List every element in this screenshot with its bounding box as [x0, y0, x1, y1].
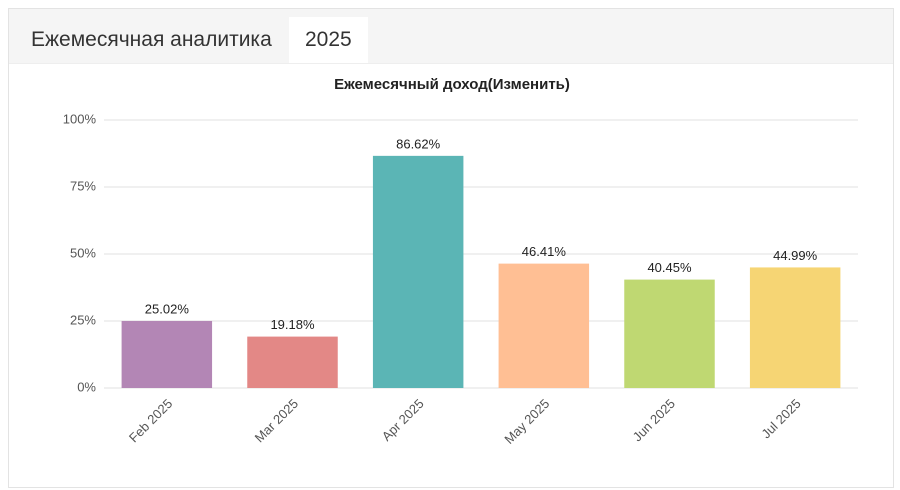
- tab-active[interactable]: 2025: [289, 17, 368, 63]
- x-tick-label: Feb 2025: [126, 396, 175, 445]
- bar: [749, 267, 841, 388]
- y-tick-label: 75%: [70, 178, 96, 193]
- bar: [247, 336, 338, 388]
- x-tick-label: Mar 2025: [252, 396, 301, 445]
- bar: [372, 155, 464, 388]
- data-label: 25.02%: [145, 301, 190, 316]
- bar: [624, 279, 715, 388]
- tab-bar: Ежемесячная аналитика 2025: [9, 9, 893, 64]
- y-tick-label: 0%: [77, 379, 96, 394]
- bar: [121, 320, 213, 388]
- data-label: 19.18%: [270, 317, 315, 332]
- x-tick-label: Jul 2025: [758, 396, 803, 441]
- tab[interactable]: Ежемесячная аналитика: [31, 28, 272, 51]
- y-tick-label: 50%: [70, 245, 96, 260]
- bar: [498, 263, 590, 388]
- data-label: 44.99%: [773, 248, 818, 263]
- data-label: 86.62%: [396, 136, 441, 151]
- data-label: 46.41%: [522, 244, 567, 259]
- x-tick-label: May 2025: [501, 396, 552, 447]
- y-tick-label: 100%: [63, 111, 97, 126]
- data-label: 40.45%: [647, 260, 692, 275]
- x-tick-label: Apr 2025: [379, 396, 427, 444]
- x-tick-label: Jun 2025: [630, 396, 678, 444]
- y-tick-label: 25%: [70, 312, 96, 327]
- chart-title: Ежемесячный доход(Изменить): [334, 76, 570, 93]
- panel: Ежемесячная аналитика 2025: [8, 8, 894, 488]
